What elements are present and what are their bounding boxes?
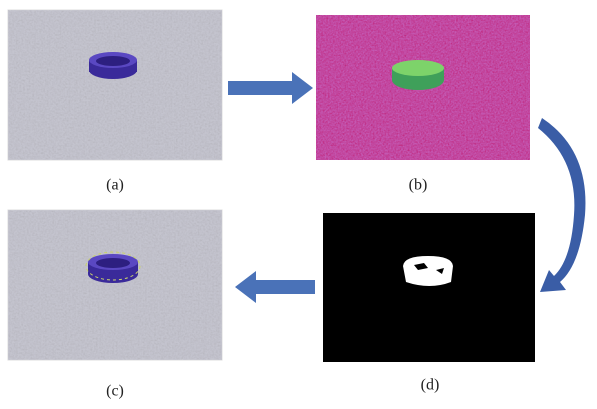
- arrow-curved: [538, 118, 585, 292]
- panel-label: (d): [421, 377, 440, 394]
- panel-d-image: [323, 213, 535, 362]
- panel-label: (c): [106, 383, 124, 400]
- panel-label: (b): [409, 177, 428, 194]
- panel-b-image: [316, 15, 530, 160]
- panel-c-image: [8, 210, 222, 360]
- arrow-right: [228, 72, 313, 104]
- panel-a-image: [8, 10, 222, 160]
- figure: (a) (b) (c) (d): [0, 0, 597, 409]
- arrow-left: [235, 271, 315, 303]
- panel-label: (a): [106, 177, 124, 194]
